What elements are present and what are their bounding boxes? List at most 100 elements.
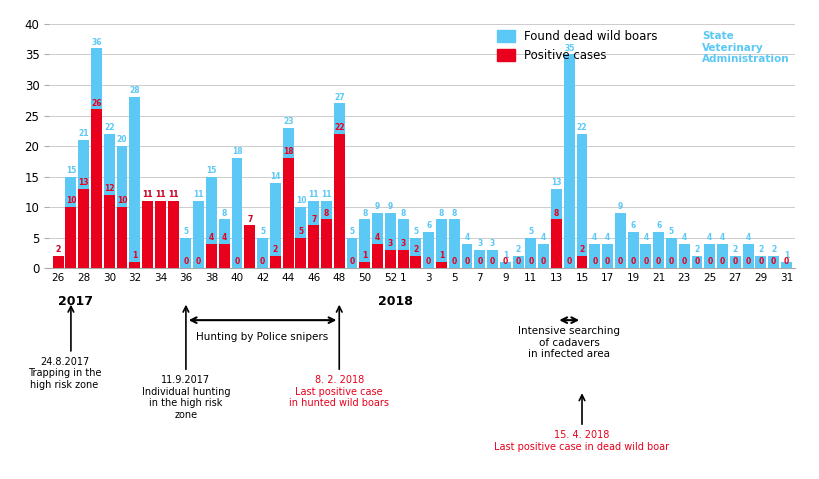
Text: 3: 3 bbox=[400, 239, 405, 248]
Text: 4: 4 bbox=[221, 233, 227, 242]
Text: 2: 2 bbox=[56, 245, 61, 254]
Bar bbox=[129, 262, 140, 268]
Bar bbox=[576, 134, 586, 268]
Bar bbox=[486, 250, 497, 268]
Bar bbox=[601, 244, 613, 268]
Bar bbox=[397, 219, 408, 268]
Text: 8: 8 bbox=[221, 208, 227, 217]
Text: 22: 22 bbox=[576, 123, 586, 132]
Bar bbox=[321, 219, 332, 268]
Text: 6: 6 bbox=[630, 221, 635, 230]
Bar bbox=[142, 201, 153, 268]
Bar bbox=[129, 97, 140, 268]
Bar bbox=[333, 134, 344, 268]
Bar bbox=[155, 201, 165, 268]
Bar bbox=[780, 262, 791, 268]
Bar bbox=[168, 201, 179, 268]
Text: 0: 0 bbox=[260, 257, 265, 266]
Bar bbox=[295, 238, 306, 268]
Bar bbox=[690, 256, 702, 268]
Text: 18: 18 bbox=[232, 148, 242, 157]
Bar bbox=[473, 250, 485, 268]
Text: 11: 11 bbox=[168, 190, 179, 199]
Text: 0: 0 bbox=[490, 257, 495, 266]
Text: 5: 5 bbox=[527, 227, 533, 236]
Text: 2: 2 bbox=[579, 245, 584, 254]
Bar bbox=[563, 55, 574, 268]
Bar bbox=[66, 207, 76, 268]
Text: 0: 0 bbox=[770, 257, 776, 266]
Bar bbox=[614, 213, 625, 268]
Text: 2017: 2017 bbox=[58, 295, 93, 308]
Bar bbox=[142, 201, 153, 268]
Text: 0: 0 bbox=[604, 257, 609, 266]
Text: 10: 10 bbox=[296, 196, 305, 205]
Bar bbox=[436, 262, 446, 268]
Bar bbox=[219, 219, 229, 268]
Bar bbox=[104, 195, 115, 268]
Text: 9: 9 bbox=[617, 203, 622, 211]
Text: 11: 11 bbox=[308, 190, 319, 199]
Text: 13: 13 bbox=[79, 178, 88, 187]
Bar bbox=[321, 201, 332, 268]
Bar bbox=[78, 140, 89, 268]
Text: 11: 11 bbox=[155, 190, 165, 199]
Bar bbox=[423, 232, 433, 268]
Bar bbox=[308, 201, 319, 268]
Bar bbox=[346, 238, 357, 268]
Text: 1: 1 bbox=[783, 251, 788, 260]
Text: 9: 9 bbox=[387, 203, 392, 211]
Bar bbox=[116, 146, 127, 268]
Bar bbox=[678, 244, 689, 268]
Text: 11: 11 bbox=[168, 190, 179, 199]
Text: 0: 0 bbox=[464, 257, 469, 266]
Text: 8: 8 bbox=[451, 208, 456, 217]
Text: 0: 0 bbox=[234, 257, 239, 266]
Bar bbox=[257, 238, 268, 268]
Text: 2: 2 bbox=[56, 245, 61, 254]
Text: 4: 4 bbox=[374, 233, 380, 242]
Text: 1: 1 bbox=[362, 251, 367, 260]
Bar bbox=[283, 128, 293, 268]
Bar bbox=[104, 134, 115, 268]
Text: 14: 14 bbox=[269, 172, 280, 181]
Text: 8: 8 bbox=[400, 208, 405, 217]
Text: 11: 11 bbox=[143, 190, 152, 199]
Bar bbox=[717, 244, 727, 268]
Text: 0: 0 bbox=[681, 257, 686, 266]
Bar bbox=[180, 238, 191, 268]
Text: 15: 15 bbox=[206, 166, 216, 175]
Bar bbox=[410, 238, 421, 268]
Bar bbox=[589, 244, 600, 268]
Text: 0: 0 bbox=[527, 257, 533, 266]
Bar bbox=[78, 189, 89, 268]
Text: 15. 4. 2018
Last positive case in dead wild boar: 15. 4. 2018 Last positive case in dead w… bbox=[494, 430, 669, 452]
Text: 0: 0 bbox=[758, 257, 762, 266]
Text: 2: 2 bbox=[770, 245, 776, 254]
Bar bbox=[155, 201, 165, 268]
Text: 8: 8 bbox=[553, 208, 559, 217]
Text: 26: 26 bbox=[91, 99, 102, 108]
Bar bbox=[91, 48, 102, 268]
Bar bbox=[283, 159, 293, 268]
Text: 4: 4 bbox=[642, 233, 648, 242]
Bar bbox=[52, 256, 64, 268]
Bar bbox=[754, 256, 766, 268]
Text: State
Veterinary
Administration: State Veterinary Administration bbox=[701, 31, 789, 65]
Text: 0: 0 bbox=[642, 257, 648, 266]
Bar bbox=[665, 238, 676, 268]
Legend: Found dead wild boars, Positive cases: Found dead wild boars, Positive cases bbox=[492, 25, 662, 67]
Bar bbox=[448, 219, 459, 268]
Text: 2: 2 bbox=[758, 245, 762, 254]
Text: 0: 0 bbox=[706, 257, 712, 266]
Text: 11: 11 bbox=[193, 190, 204, 199]
Text: Intensive searching
of cadavers
in infected area: Intensive searching of cadavers in infec… bbox=[518, 326, 619, 359]
Bar bbox=[384, 213, 396, 268]
Text: 4: 4 bbox=[719, 233, 724, 242]
Text: 0: 0 bbox=[183, 257, 188, 266]
Text: 0: 0 bbox=[515, 257, 520, 266]
Text: 0: 0 bbox=[502, 257, 507, 266]
Text: 1: 1 bbox=[438, 251, 444, 260]
Text: 8. 2. 2018
Last positive case
in hunted wild boars: 8. 2. 2018 Last positive case in hunted … bbox=[289, 375, 389, 408]
Text: Hunting by Police snipers: Hunting by Police snipers bbox=[197, 332, 328, 342]
